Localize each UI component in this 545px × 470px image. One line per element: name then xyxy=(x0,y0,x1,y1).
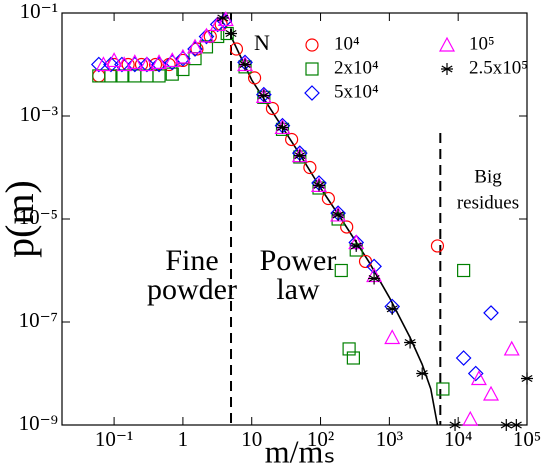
y-axis-label: p(m) xyxy=(0,180,42,258)
diamond-marker xyxy=(90,56,107,73)
triangle-marker xyxy=(470,370,487,386)
triangle-marker xyxy=(164,52,181,68)
circle-marker xyxy=(247,71,262,85)
y-tick-label: 10⁻⁷ xyxy=(19,308,58,332)
legend-label: 2x10⁴ xyxy=(334,57,379,78)
triangle-marker xyxy=(187,38,204,54)
square-marker xyxy=(457,263,471,278)
legend-marker xyxy=(305,38,319,52)
annotation: Big xyxy=(474,166,502,187)
circle-marker xyxy=(285,132,299,147)
diamond-marker xyxy=(187,41,203,57)
plot-frame xyxy=(61,12,528,426)
circle-marker xyxy=(265,101,280,116)
annotation: residues xyxy=(457,192,519,213)
triangle-marker xyxy=(384,329,401,345)
square-marker xyxy=(342,342,356,356)
star-marker xyxy=(257,89,270,102)
square-marker xyxy=(346,351,360,365)
star-marker xyxy=(368,272,381,285)
legend-label: 10⁵ xyxy=(469,33,495,54)
star-marker xyxy=(239,58,252,71)
diamond-marker xyxy=(175,50,191,67)
triangle-marker xyxy=(106,52,123,68)
x-tick-label: 10⁵ xyxy=(513,427,541,451)
diamond-marker xyxy=(198,28,215,45)
circle-marker xyxy=(321,191,335,206)
legend-marker xyxy=(304,85,320,101)
square-marker xyxy=(104,69,118,83)
diamond-marker xyxy=(126,56,143,73)
square-marker xyxy=(165,67,179,81)
diamond-marker xyxy=(139,56,155,73)
x-tick-label: 1 xyxy=(178,427,189,451)
y-tick-label: 10⁻³ xyxy=(20,102,58,126)
y-tick-label: 10⁻⁹ xyxy=(19,411,58,435)
y-tick-label: 10⁻⁵ xyxy=(19,205,58,229)
square-marker xyxy=(436,382,450,396)
triangle-marker xyxy=(126,54,143,69)
triangle-marker xyxy=(138,56,155,72)
x-tick-label: 10³ xyxy=(376,427,403,451)
x-tick-label: 10 xyxy=(241,427,262,451)
triangle-marker xyxy=(209,16,226,32)
legend-marker xyxy=(441,63,453,75)
diamond-marker xyxy=(455,350,472,366)
star-marker xyxy=(416,367,429,380)
annotation: Fine xyxy=(165,244,218,277)
triangle-marker xyxy=(116,56,133,72)
legend-marker xyxy=(438,36,456,52)
legend-label: 10⁴ xyxy=(334,33,360,54)
x-tick-label: 10² xyxy=(307,427,334,451)
circle-marker xyxy=(229,42,244,56)
legend-label: 2.5x10⁵ xyxy=(469,57,528,78)
annotation: Power xyxy=(260,244,337,277)
star-marker xyxy=(276,121,289,134)
circle-marker xyxy=(430,239,445,253)
circle-marker xyxy=(340,220,354,234)
star-marker xyxy=(386,302,399,315)
star-marker xyxy=(350,239,363,252)
square-marker xyxy=(334,263,348,278)
star-marker xyxy=(332,208,345,221)
legend-label: 5x10⁴ xyxy=(334,81,379,102)
triangle-marker xyxy=(95,56,112,72)
star-marker xyxy=(225,27,238,40)
x-tick-label: 10⁻¹ xyxy=(95,427,133,451)
star-marker xyxy=(313,179,326,192)
triangle-marker xyxy=(503,340,520,356)
legend-marker xyxy=(305,62,319,76)
star-marker xyxy=(449,419,462,431)
triangle-marker xyxy=(462,410,479,426)
annotation: powder xyxy=(147,273,237,306)
triangle-marker xyxy=(198,27,215,43)
triangle-marker xyxy=(151,54,168,69)
diamond-marker xyxy=(151,56,167,73)
legend-title: N xyxy=(254,30,270,55)
star-marker xyxy=(216,11,229,24)
square-marker xyxy=(152,69,166,83)
fit-line xyxy=(230,36,439,426)
diamond-marker xyxy=(483,305,499,321)
diamond-marker xyxy=(467,365,484,382)
star-marker xyxy=(293,149,306,162)
star-marker xyxy=(510,419,523,431)
y-tick-label: 10⁻¹ xyxy=(20,0,58,23)
x-axis-label: m/mₛ xyxy=(265,433,336,469)
triangle-marker xyxy=(174,48,191,64)
circle-marker xyxy=(303,160,317,175)
annotation: law xyxy=(276,273,320,306)
triangle-marker xyxy=(483,385,500,401)
star-marker xyxy=(404,336,417,349)
x-tick-label: 10⁴ xyxy=(444,427,472,451)
star-marker xyxy=(500,419,513,431)
star-marker xyxy=(521,372,533,385)
